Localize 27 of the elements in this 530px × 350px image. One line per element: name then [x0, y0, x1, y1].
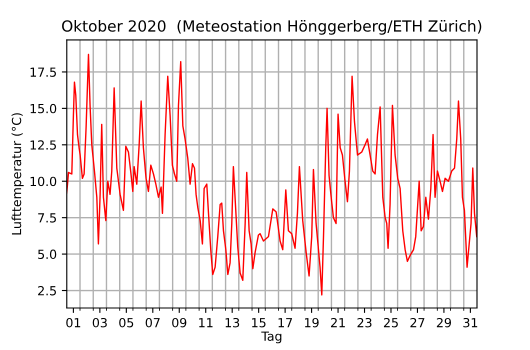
x-tick-label: 21 — [331, 318, 345, 328]
x-tick-label: 17 — [278, 318, 292, 328]
line-series — [66, 54, 477, 296]
y-tick-label: 17.5 — [30, 68, 56, 77]
chart-title: Oktober 2020 (Meteostation Hönggerberg/ETH Zürich) — [62, 20, 482, 35]
y-tick-label: 12.5 — [30, 140, 56, 150]
x-tick-label: 19 — [305, 318, 319, 328]
x-tick-label: 31 — [463, 318, 478, 328]
x-tick-label: 07 — [146, 318, 160, 328]
x-tick-label: 09 — [172, 318, 186, 328]
x-axis-title: Tag — [261, 332, 282, 344]
x-tick-label: 01 — [66, 318, 80, 328]
x-tick-label: 11 — [199, 318, 213, 328]
x-tick-label: 05 — [119, 318, 134, 328]
x-tick-label: 29 — [436, 318, 451, 328]
y-tick-label: 7.5 — [38, 213, 56, 223]
x-tick-label: 13 — [226, 318, 240, 328]
x-tick-label: 23 — [357, 318, 372, 328]
x-tick-label: 25 — [384, 318, 398, 328]
y-tick-label: 5.0 — [38, 250, 56, 260]
y-tick-label: 15.0 — [30, 104, 56, 114]
x-tick-label: 27 — [410, 318, 424, 328]
y-axis-title: Lufttemperatur (°C) — [12, 113, 24, 235]
y-tick-label: 10.0 — [30, 176, 56, 186]
y-tick-label: 2.5 — [38, 286, 56, 296]
x-tick-label: 15 — [252, 318, 266, 328]
x-tick-label: 03 — [92, 318, 107, 328]
